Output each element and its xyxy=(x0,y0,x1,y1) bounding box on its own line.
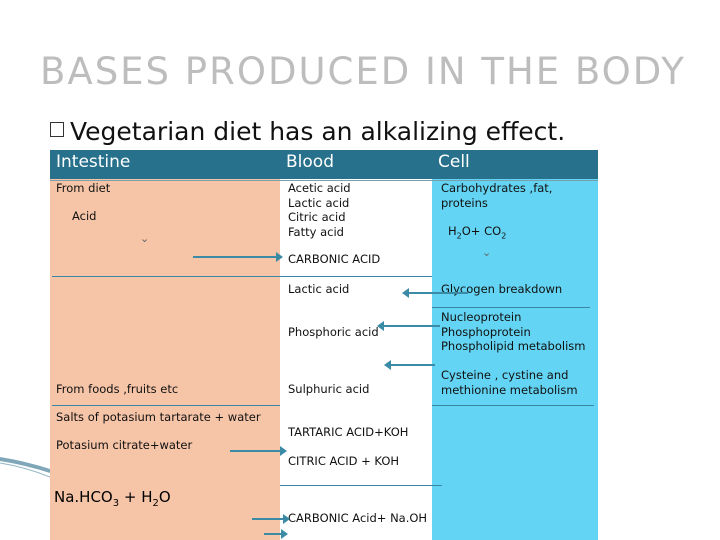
list-item: Lactic acid xyxy=(288,195,350,210)
arrow-left-icon xyxy=(377,321,440,331)
header-divider xyxy=(50,180,598,181)
sulphuric-acid: Sulphuric acid xyxy=(288,382,370,396)
arrow-right-icon xyxy=(252,514,290,524)
divider-line xyxy=(432,405,594,406)
cysteine-metabolism: Cysteine , cystine and methionine metabo… xyxy=(441,368,578,397)
carbonic-acid: CARBONIC ACID xyxy=(288,252,381,266)
phosphoric-acid: Phosphoric acid xyxy=(288,325,379,339)
square-bullet-icon xyxy=(50,122,64,137)
arrow-left-icon xyxy=(402,288,468,298)
bullet-point: Vegetarian diet has an alkalizing effect… xyxy=(50,117,565,146)
divider-line xyxy=(432,307,590,308)
list-item: Fatty acid xyxy=(288,224,344,239)
list-item: Nucleoprotein xyxy=(441,310,522,324)
list-item: Phospholipid metabolism xyxy=(441,339,586,353)
list-item: Citric acid xyxy=(288,210,346,224)
arrow-right-icon xyxy=(264,529,288,539)
from-diet: From diet xyxy=(56,181,111,195)
header-blood: Blood xyxy=(280,150,432,179)
lactic-acid: Lactic acid xyxy=(288,282,350,296)
arrow-right-icon xyxy=(230,446,287,456)
nahco3-formula: Na.HCO3 + H2O xyxy=(54,488,171,509)
header-intestine-label: Intestine xyxy=(56,152,131,172)
acid: Acid xyxy=(72,209,97,223)
header-cell-label: Cell xyxy=(438,152,470,172)
from-foods: From foods ,fruits etc xyxy=(56,382,179,396)
divider-line xyxy=(52,405,280,406)
header-blood-label: Blood xyxy=(286,152,334,172)
arrow-right-icon xyxy=(193,252,283,262)
glycogen-breakdown: Glycogen breakdown xyxy=(441,282,563,296)
chevron-down-icon: ⌄ xyxy=(482,246,492,259)
header-cell: Cell xyxy=(432,150,598,179)
nucleoprotein-list: Nucleoprotein Phosphoprotein Phospholipi… xyxy=(441,310,585,354)
decorative-swoosh xyxy=(0,457,50,478)
potasium-citrate: Potasium citrate+water xyxy=(56,438,193,452)
intestine-column xyxy=(50,150,280,540)
citric-koh: CITRIC ACID + KOH xyxy=(288,454,400,468)
chevron-down-icon: ⌄ xyxy=(140,232,150,245)
page-title: BASES PRODUCED IN THE BODY xyxy=(40,50,686,93)
divider-line xyxy=(52,276,432,277)
h2o-co2: H2O+ CO2 xyxy=(448,224,507,241)
carbonic-naoh: CARBONIC Acid+ Na.OH xyxy=(288,511,428,525)
header-intestine: Intestine xyxy=(50,150,280,179)
bullet-text: Vegetarian diet has an alkalizing effect… xyxy=(70,117,566,146)
blood-acid-list: Acetic acid Lactic acid Citric acid Fatt… xyxy=(288,181,351,239)
cell-column xyxy=(432,150,598,540)
salts-tartarate: Salts of potasium tartarate + water xyxy=(56,410,261,424)
blood-column xyxy=(280,150,432,540)
arrow-left-icon xyxy=(384,360,435,370)
divider-line xyxy=(280,485,442,486)
list-item: Phosphoprotein xyxy=(441,324,531,339)
carbohydrates: Carbohydrates ,fat, proteins xyxy=(441,181,553,210)
tartaric-koh: TARTARIC ACID+KOH xyxy=(288,425,409,439)
list-item: Acetic acid xyxy=(288,181,351,195)
